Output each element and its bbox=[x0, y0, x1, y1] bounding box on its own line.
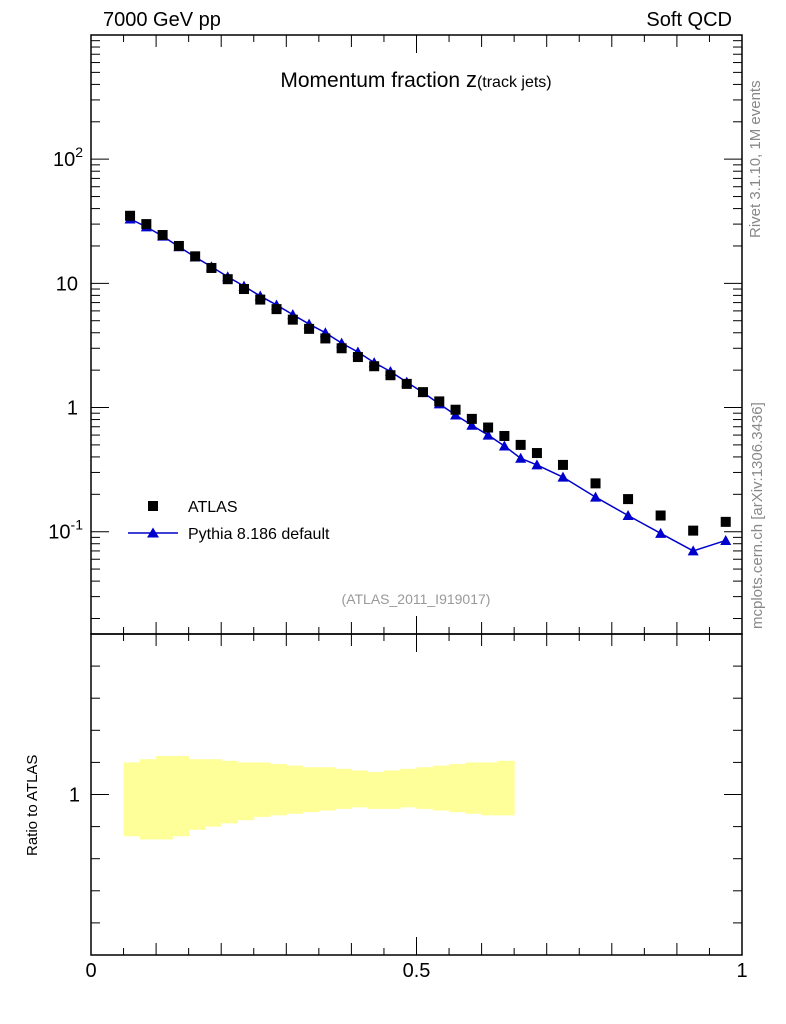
ratio-band-bin bbox=[123, 762, 141, 837]
ratio-band-bin bbox=[335, 768, 352, 809]
main-axis-ticks: 10-1 1 10 102 bbox=[48, 35, 743, 634]
y-tick-label: 10 bbox=[56, 273, 78, 295]
ratio-band-bin bbox=[383, 770, 401, 809]
ratio-axis-ticks: 0 0.5 1 1 bbox=[69, 633, 748, 982]
ratio-band-bin bbox=[481, 762, 499, 816]
pythia-point bbox=[590, 491, 602, 502]
atlas-point bbox=[557, 459, 568, 470]
ratio-band-bin bbox=[449, 764, 466, 813]
atlas-point bbox=[320, 333, 331, 344]
ratio-band-bin bbox=[416, 767, 434, 809]
y-tick-label: 102 bbox=[53, 144, 83, 171]
pythia-point bbox=[498, 440, 510, 451]
ratio-band-bin bbox=[156, 755, 173, 840]
atlas-point bbox=[222, 274, 233, 285]
atlas-point bbox=[125, 210, 136, 221]
atlas-point bbox=[385, 370, 396, 381]
atlas-point bbox=[655, 510, 666, 521]
atlas-point bbox=[271, 304, 282, 315]
atlas-point bbox=[190, 251, 201, 262]
legend: ATLAS Pythia 8.186 default bbox=[128, 499, 330, 543]
pythia-point bbox=[655, 527, 667, 538]
header-right: Soft QCD bbox=[646, 9, 732, 31]
atlas-point bbox=[141, 219, 152, 230]
atlas-point bbox=[450, 404, 461, 415]
ratio-band-bin bbox=[221, 760, 238, 824]
ratio-band-bin bbox=[139, 759, 157, 840]
y-tick-label: 1 bbox=[67, 398, 78, 420]
atlas-point bbox=[157, 230, 168, 241]
atlas-point bbox=[623, 494, 634, 505]
pythia-point bbox=[557, 471, 569, 482]
legend-label-atlas: ATLAS bbox=[188, 499, 238, 516]
atlas-point bbox=[336, 343, 347, 354]
atlas-point bbox=[531, 448, 542, 459]
atlas-point bbox=[238, 284, 249, 295]
atlas-point bbox=[401, 378, 412, 389]
pythia-point bbox=[515, 452, 527, 463]
analysis-tag: (ATLAS_2011_I919017) bbox=[342, 591, 491, 607]
ratio-band-bin bbox=[497, 760, 515, 816]
ratio-band-bin bbox=[351, 770, 369, 808]
pythia-point bbox=[482, 429, 494, 440]
x-tick-label: 0.5 bbox=[403, 960, 431, 982]
pythia-point bbox=[687, 545, 699, 556]
atlas-point bbox=[418, 387, 429, 398]
ratio-band-bin bbox=[367, 772, 385, 809]
atlas-point bbox=[688, 525, 699, 536]
legend-label-pythia: Pythia 8.186 default bbox=[188, 526, 330, 543]
chart-title: Momentum fraction z(track jets) bbox=[280, 67, 551, 92]
ratio-band-bin bbox=[432, 765, 450, 811]
y-tick-label: 10-1 bbox=[48, 517, 83, 544]
atlas-point bbox=[304, 323, 315, 334]
series-layer bbox=[124, 210, 732, 556]
atlas-point bbox=[352, 352, 363, 363]
header-left: 7000 GeV pp bbox=[103, 9, 221, 31]
ratio-band-bin bbox=[172, 755, 190, 837]
ratio-band-bin bbox=[318, 767, 336, 811]
atlas-point bbox=[720, 516, 731, 527]
ratio-band-bin bbox=[286, 765, 304, 814]
atlas-point bbox=[173, 240, 184, 251]
chart-title-var: z bbox=[466, 67, 477, 92]
pythia-point bbox=[720, 534, 732, 545]
ratio-band-bin bbox=[237, 762, 255, 821]
main-panel-frame bbox=[90, 34, 743, 635]
atlas-point bbox=[499, 430, 510, 441]
chart-title-sub: (track jets) bbox=[477, 74, 552, 91]
ratio-band-bin bbox=[302, 767, 320, 813]
pythia-point bbox=[531, 459, 543, 470]
x-tick-label: 1 bbox=[736, 960, 747, 982]
atlas-point bbox=[590, 478, 601, 489]
ratio-band-bin bbox=[465, 762, 483, 814]
pythia-point bbox=[466, 419, 478, 430]
legend-marker-pythia bbox=[147, 527, 159, 538]
ratio-band-bin bbox=[204, 759, 222, 827]
atlas-point bbox=[483, 422, 494, 433]
atlas-point bbox=[515, 439, 526, 450]
ratio-y-tick-label: 1 bbox=[69, 785, 80, 807]
ratio-band-bin bbox=[253, 762, 271, 817]
ratio-band-bin bbox=[270, 764, 287, 816]
atlas-point bbox=[287, 314, 298, 325]
ratio-band bbox=[123, 755, 515, 840]
ratio-band-bin bbox=[188, 759, 206, 830]
ratio-ylabel: Ratio to ATLAS bbox=[24, 755, 41, 856]
ratio-band-bin bbox=[400, 768, 417, 808]
atlas-point bbox=[369, 361, 380, 372]
chart-title-main: Momentum fraction bbox=[280, 69, 466, 92]
x-tick-label: 0 bbox=[85, 960, 96, 982]
atlas-point bbox=[255, 294, 266, 305]
atlas-point bbox=[466, 413, 477, 424]
legend-marker-atlas bbox=[148, 501, 158, 511]
pythia-point bbox=[622, 510, 634, 521]
atlas-point bbox=[206, 262, 217, 273]
atlas-point bbox=[434, 396, 445, 407]
